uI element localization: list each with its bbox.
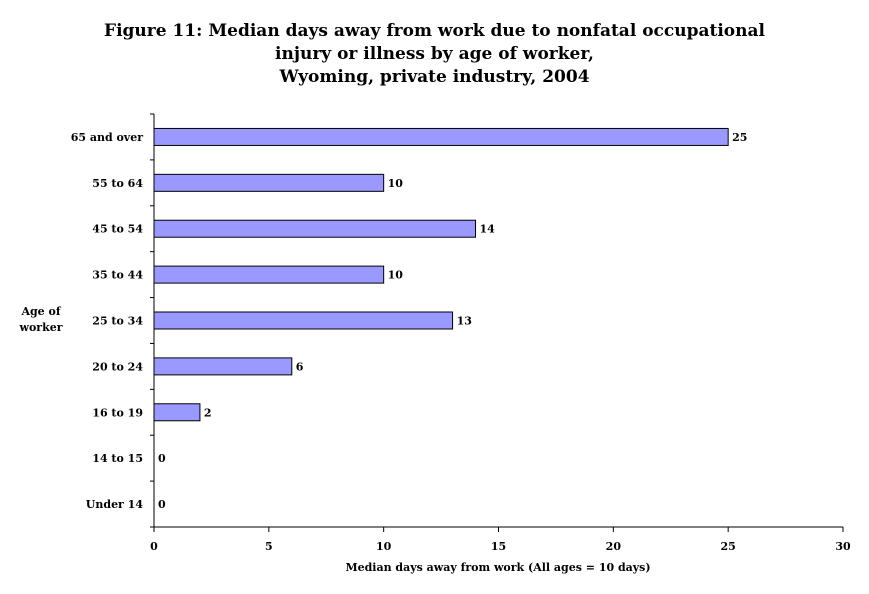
category-label: 16 to 19 [92,406,143,419]
bar-2 [153,219,477,238]
category-label: 20 to 24 [92,360,143,373]
category-label: 65 and over [71,131,144,144]
x-tick-label: 10 [376,540,392,553]
chart-title-line-1: Figure 11: Median days away from work du… [104,21,765,41]
bar-5 [153,357,293,376]
data-label: 13 [457,315,472,328]
x-tick-label: 30 [835,540,851,553]
bar-3 [153,265,385,284]
category-label: 45 to 54 [92,223,143,236]
category-label: 14 to 15 [92,452,143,465]
category-label: 55 to 64 [92,177,143,190]
x-tick-label: 15 [491,540,506,553]
data-label: 0 [158,498,166,511]
x-axis-title: Median days away from work (All ages = 1… [345,561,650,574]
bar-0 [153,127,729,146]
x-tick-label: 0 [150,540,158,553]
data-label: 0 [158,452,166,465]
x-tick-label: 25 [721,540,736,553]
data-label: 6 [296,360,304,373]
data-label: 10 [388,269,404,282]
category-label: 25 to 34 [92,315,143,328]
data-label: 25 [732,131,747,144]
x-tick-label: 20 [606,540,622,553]
chart-title-line-3: Wyoming, private industry, 2004 [279,67,590,87]
bar-4 [153,311,454,330]
chart-title-line-2: injury or illness by age of worker, [275,44,594,64]
category-label: Under 14 [86,498,144,511]
data-label: 10 [388,177,404,190]
chart-title: Figure 11: Median days away from work du… [0,20,869,89]
bar-6 [153,403,201,422]
x-tick-label: 5 [265,540,273,553]
y-axis-title-line-2: worker [18,321,62,334]
data-label: 14 [480,223,496,236]
data-label: 2 [204,406,212,419]
bar-1 [153,173,385,192]
y-axis-title-line-1: Age of [20,305,61,318]
category-label: 35 to 44 [92,269,143,282]
